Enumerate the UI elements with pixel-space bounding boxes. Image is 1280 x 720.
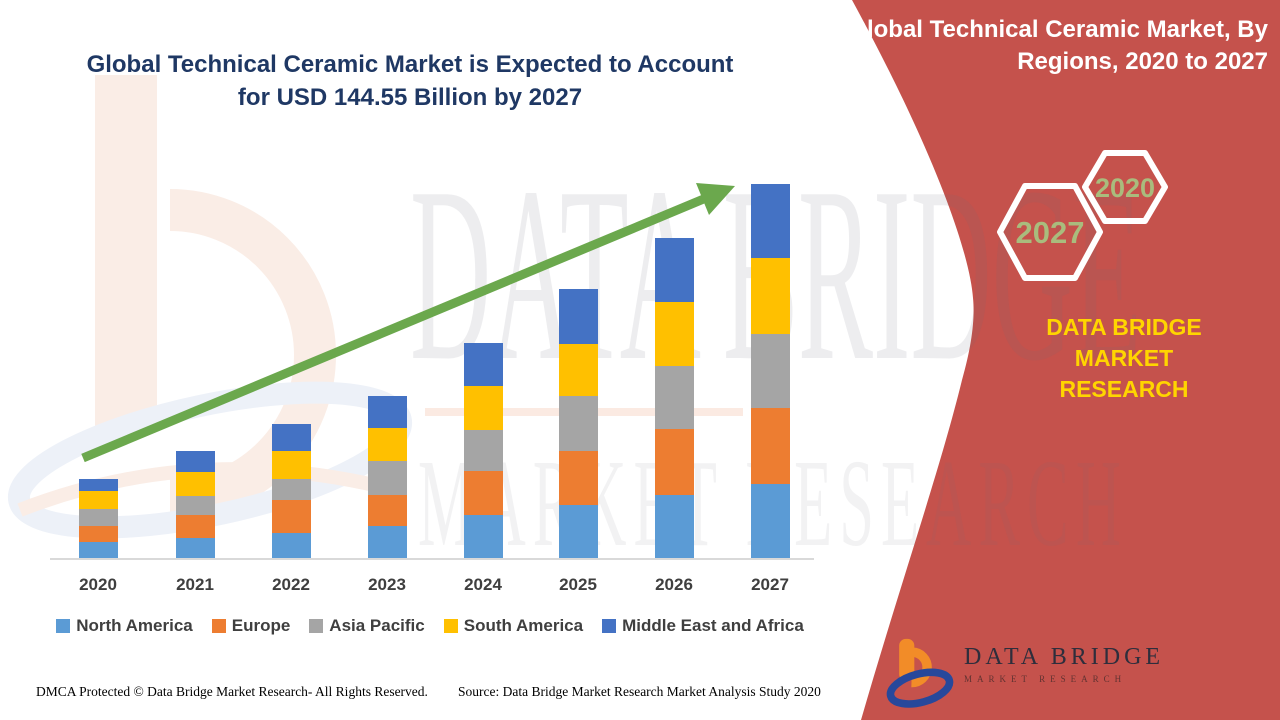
- x-axis-label-2025: 2025: [559, 575, 597, 594]
- side-panel-title-line1: Global Technical Ceramic Market, By: [848, 16, 1268, 43]
- x-axis-label-2021: 2021: [176, 575, 214, 594]
- bar-segment-north-america-2022: [271, 532, 311, 558]
- bar-segment-middle-east-and-africa-2020: [78, 478, 118, 492]
- x-axis-label-2027: 2027: [751, 575, 789, 594]
- bar-segment-europe-2022: [271, 499, 311, 533]
- legend-item-north-america: North America: [56, 616, 193, 636]
- stacked-bar-chart: [78, 184, 790, 558]
- bar-segment-asia-pacific-2026: [654, 366, 694, 429]
- bar-segment-middle-east-and-africa-2021: [175, 450, 215, 472]
- hexagon-2020-label: 2020: [1095, 173, 1155, 203]
- bar-segment-south-america-2020: [78, 491, 118, 509]
- company-logo-icon: [886, 638, 954, 708]
- bar-segment-asia-pacific-2021: [175, 495, 215, 515]
- bar-segment-asia-pacific-2025: [558, 395, 598, 451]
- brand-text: DATA BRIDGE MARKET RESEARCH: [995, 312, 1253, 405]
- bar-segment-north-america-2025: [558, 504, 598, 558]
- legend-swatch: [602, 619, 617, 633]
- brand-text-line2: RESEARCH: [1059, 376, 1189, 402]
- legend-label: Middle East and Africa: [622, 616, 804, 635]
- bar-segment-middle-east-and-africa-2024: [463, 343, 503, 386]
- legend-label: Europe: [231, 616, 291, 635]
- bar-segment-asia-pacific-2022: [271, 478, 311, 500]
- footer-copyright: DMCA Protected © Data Bridge Market Rese…: [36, 684, 428, 699]
- logo-subtitle: MARKET RESEARCH: [964, 674, 1127, 684]
- bar-segment-middle-east-and-africa-2027: [750, 184, 790, 258]
- bar-segment-north-america-2020: [78, 542, 118, 558]
- bar-segment-south-america-2024: [463, 385, 503, 431]
- logo-swoosh: [886, 668, 954, 708]
- bar-segment-asia-pacific-2020: [78, 508, 118, 526]
- bar-segment-middle-east-and-africa-2025: [558, 288, 598, 344]
- hexagon-2027: [997, 183, 1103, 281]
- bar-segment-south-america-2027: [750, 257, 790, 334]
- x-axis-label-2024: 2024: [464, 575, 502, 594]
- bar-segment-middle-east-and-africa-2022: [271, 424, 311, 452]
- logo-name: DATA BRIDGE: [964, 644, 1165, 670]
- side-panel-title: Global Technical Ceramic Market, By Regi…: [838, 14, 1268, 78]
- legend-swatch: [56, 619, 71, 633]
- bar-segment-europe-2020: [78, 525, 118, 543]
- bar-segment-north-america-2023: [367, 525, 407, 558]
- legend-swatch: [309, 619, 324, 633]
- bar-segment-asia-pacific-2024: [463, 430, 503, 472]
- hexagon-2027-label: 2027: [1016, 215, 1085, 250]
- logo-b-stem: [899, 638, 915, 681]
- legend-item-south-america: South America: [443, 616, 584, 636]
- page-title-line1: Global Technical Ceramic Market is Expec…: [86, 51, 734, 78]
- logo-b-bowl: [911, 647, 932, 688]
- x-axis-labels: 2020 2021 2022 2023 2024 2025 2026 2027: [0, 575, 860, 597]
- bar-segment-north-america-2026: [654, 495, 694, 558]
- hexagon-2020: [1082, 150, 1168, 224]
- bar-segment-north-america-2021: [175, 538, 215, 558]
- bar-segment-europe-2021: [175, 514, 215, 539]
- bar-segment-asia-pacific-2027: [750, 333, 790, 408]
- legend-item-europe: Europe: [211, 616, 291, 636]
- company-logo: DATA BRIDGE MARKET RESEARCH: [884, 634, 1164, 712]
- brand-text-line1: DATA BRIDGE MARKET: [1046, 314, 1202, 371]
- bar-segment-europe-2024: [463, 471, 503, 516]
- x-axis-label-2023: 2023: [368, 575, 406, 594]
- legend-item-middle-east-and-africa: Middle East and Africa: [602, 616, 804, 636]
- page-title: Global Technical Ceramic Market is Expec…: [30, 48, 790, 114]
- bar-segment-south-america-2023: [367, 428, 407, 461]
- bar-segment-europe-2025: [558, 450, 598, 505]
- legend-label: South America: [463, 616, 584, 635]
- bar-segment-europe-2023: [367, 495, 407, 526]
- bar-segment-middle-east-and-africa-2026: [654, 238, 694, 302]
- bar-segment-north-america-2024: [463, 515, 503, 558]
- bar-segment-south-america-2021: [175, 471, 215, 496]
- chart-legend: North America Europe Asia Pacific South Ame…: [0, 616, 860, 636]
- legend-label: Asia Pacific: [329, 616, 425, 635]
- x-axis-label-2022: 2022: [272, 575, 310, 594]
- red-panel-shape: [852, 0, 1280, 720]
- x-axis-label-2020: 2020: [79, 575, 117, 594]
- bar-segment-asia-pacific-2023: [367, 460, 407, 496]
- x-axis-label-2026: 2026: [655, 575, 693, 594]
- bar-segment-south-america-2022: [271, 451, 311, 479]
- bar-segment-europe-2026: [654, 428, 694, 496]
- bar-segment-europe-2027: [750, 407, 790, 484]
- bar-segment-south-america-2025: [558, 343, 598, 396]
- legend-label: North America: [76, 616, 193, 635]
- bar-segment-middle-east-and-africa-2023: [367, 395, 407, 429]
- side-panel-title-line2: Regions, 2020 to 2027: [1017, 48, 1268, 75]
- legend-swatch: [443, 619, 458, 633]
- x-axis-line: [50, 558, 814, 560]
- legend-swatch: [211, 619, 226, 633]
- footer-source: Source: Data Bridge Market Research Mark…: [458, 684, 821, 699]
- page-title-line2: for USD 144.55 Billion by 2027: [237, 84, 583, 111]
- company-logo-text: DATA BRIDGE MARKET RESEARCH: [964, 644, 1164, 684]
- bar-segment-north-america-2027: [750, 483, 790, 558]
- legend-item-asia-pacific: Asia Pacific: [309, 616, 425, 636]
- bar-segment-south-america-2026: [654, 301, 694, 367]
